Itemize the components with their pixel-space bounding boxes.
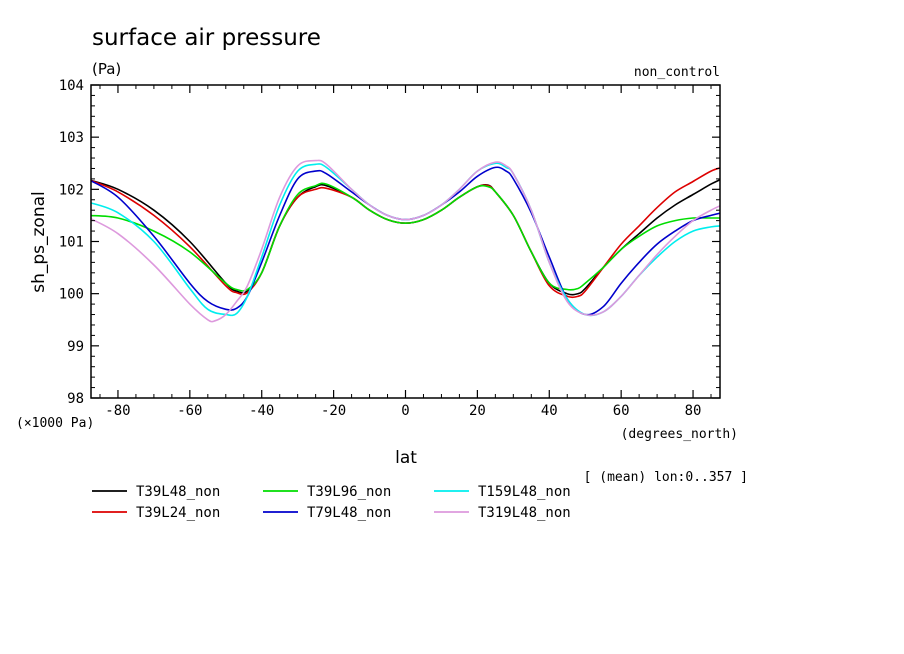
y-tick-label: 101 (59, 235, 84, 251)
x-tick-label: -40 (249, 403, 274, 419)
subset-note: [ (mean) lon:0..357 ] (584, 470, 748, 485)
x-tick-label: -80 (105, 403, 130, 419)
y-tick-label: 104 (59, 78, 84, 94)
x-tick-label: -20 (321, 403, 346, 419)
x-tick-label: -60 (177, 403, 202, 419)
x-axis-units: (degrees_north) (621, 427, 738, 442)
legend-label: T39L96_non (307, 484, 391, 500)
legend-label: T79L48_non (307, 505, 391, 521)
legend-label: T319L48_non (478, 505, 571, 521)
legend-item: T39L24_non (92, 505, 220, 521)
y-tick-label: 99 (67, 339, 84, 355)
legend-item: T39L48_non (92, 484, 220, 500)
chart-units: (Pa) (92, 60, 121, 78)
x-axis-title: lat (395, 448, 417, 468)
legend-item: T39L96_non (263, 484, 391, 500)
x-tick-label: 20 (469, 403, 486, 419)
series-line-t319l48_non (91, 159, 720, 323)
legend-item: T79L48_non (263, 505, 391, 521)
legend-label: T39L48_non (136, 484, 220, 500)
legend-label: T159L48_non (478, 484, 571, 500)
legend-label: T39L24_non (136, 505, 220, 521)
y-tick-label: 102 (59, 182, 84, 198)
series-line-t39l24_non (91, 167, 720, 299)
legend-item: T319L48_non (434, 505, 571, 521)
x-tick-label: 80 (685, 403, 702, 419)
y-tick-label: 100 (59, 287, 84, 303)
y-tick-label: 98 (67, 391, 84, 407)
series-line-t39l96_non (91, 182, 720, 292)
series-line-t159l48_non (91, 162, 720, 317)
x-tick-label: 60 (613, 403, 630, 419)
experiment-label: non_control (634, 65, 720, 80)
series-layer (91, 159, 720, 323)
chart-title: surface air pressure (92, 25, 321, 51)
x-tick-label: 40 (541, 403, 558, 419)
y-axis-title: sh_ps_zonal (29, 191, 49, 293)
legend: T39L48_non T39L24_non T39L96_non T79L48_non… (92, 484, 571, 521)
y-tick-label: 103 (59, 130, 84, 146)
legend-item: T159L48_non (434, 484, 571, 500)
x-tick-label: 0 (401, 403, 409, 419)
ticks-layer: -80 -60 -40 -20 0 20 40 60 80 98 99 100 101 102 103 104 (59, 78, 720, 419)
plot-area: -80 -60 -40 -20 0 20 40 60 80 98 99 100 101 102 103 104 (59, 78, 721, 419)
y-scale-note: (×1000 Pa) (16, 416, 94, 431)
